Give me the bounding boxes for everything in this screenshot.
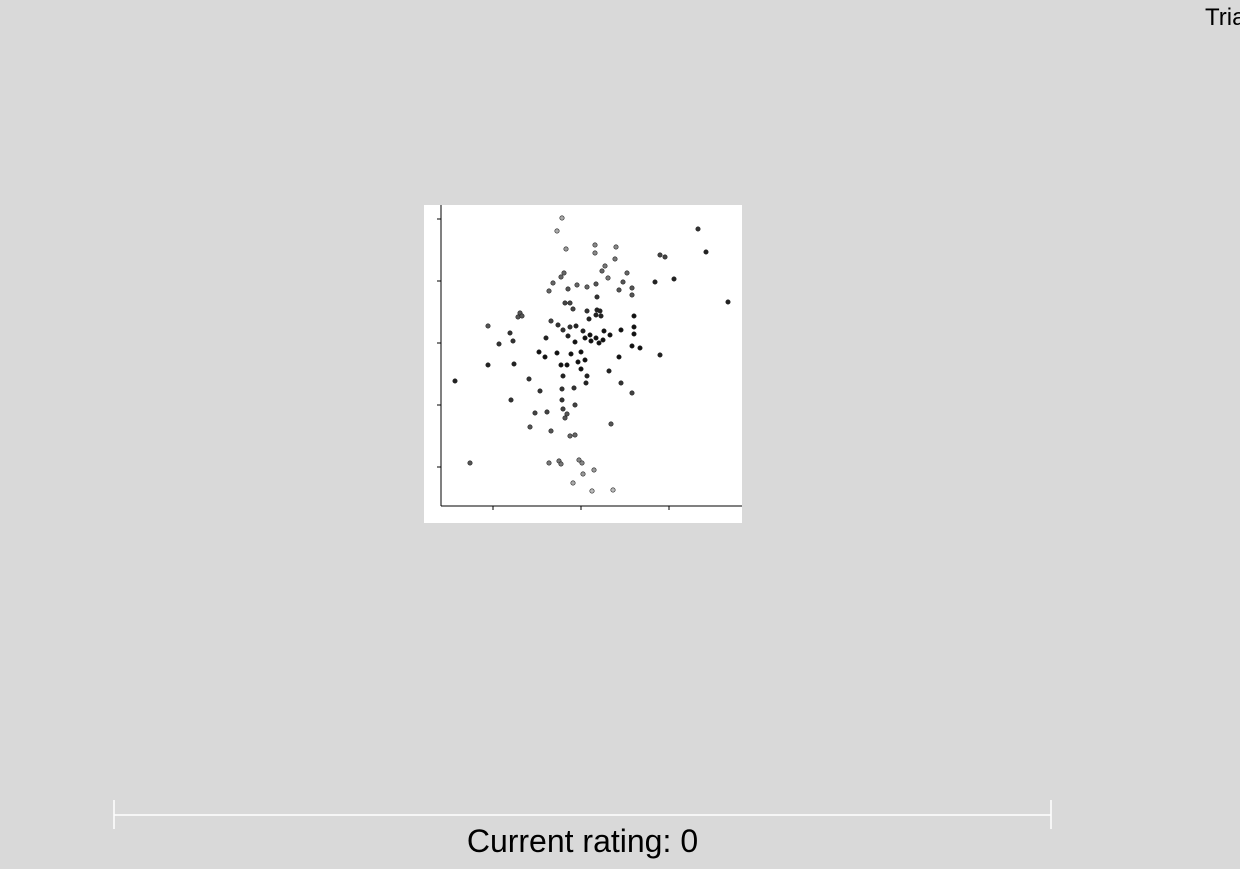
rating-label: Current rating:: [466, 823, 672, 859]
scatter-points: [452, 215, 731, 494]
rating-value: 0: [680, 823, 699, 859]
rating-readout: Current rating: 0: [0, 823, 1165, 860]
trial-title: Tria: [1205, 4, 1240, 31]
rating-slider[interactable]: [113, 800, 1052, 829]
stimulus-plot: [424, 205, 742, 523]
plot-axes: [437, 205, 742, 510]
